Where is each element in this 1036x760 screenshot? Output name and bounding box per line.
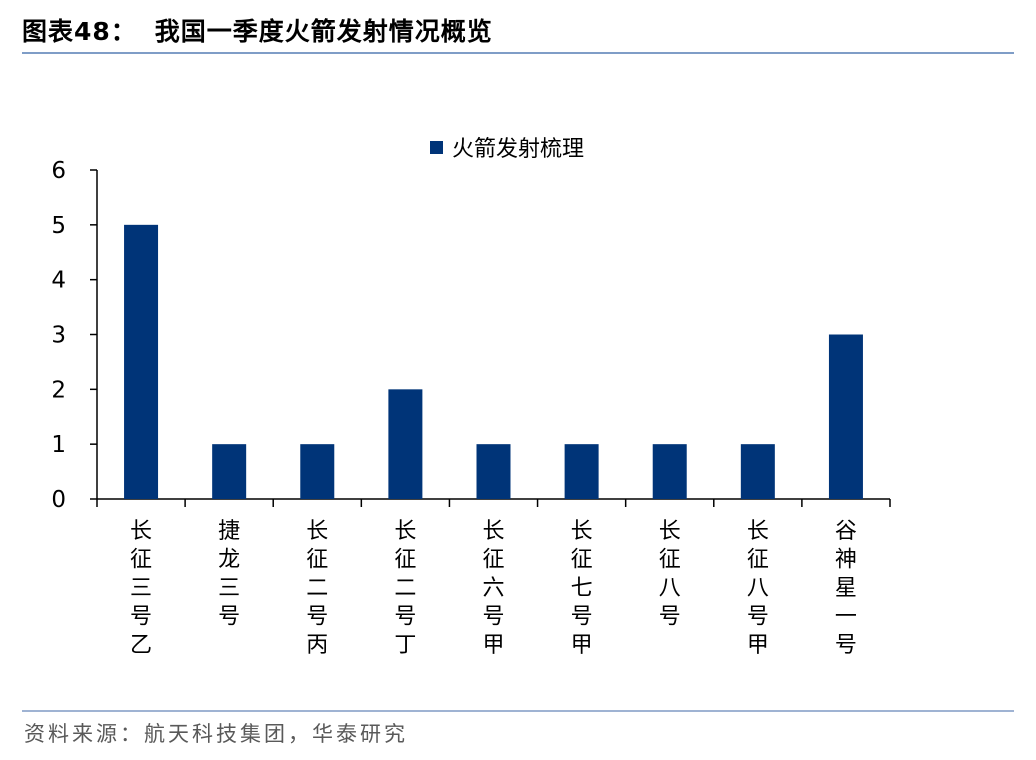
footer-rule — [22, 710, 1014, 712]
x-tick-label: 长征二号丙 — [306, 519, 328, 658]
bar — [388, 389, 423, 499]
x-tick-label: 长征六号甲 — [482, 519, 504, 658]
x-tick-label: 长征八号 — [659, 519, 681, 630]
y-tick-label: 6 — [51, 158, 66, 184]
x-tick-label: 长征二号丁 — [394, 519, 416, 658]
y-tick-label: 2 — [51, 377, 66, 403]
bar — [124, 224, 159, 500]
y-tick-label: 4 — [51, 268, 66, 294]
source-note: 资料来源：航天科技集团，华泰研究 — [24, 722, 408, 746]
bar — [652, 444, 687, 499]
x-tick-label: 长征三号乙 — [130, 519, 152, 658]
bar — [212, 444, 247, 499]
bar — [564, 444, 599, 499]
legend-swatch — [430, 141, 443, 154]
x-tick-label: 谷神星一号 — [835, 519, 857, 658]
bar-chart: 0 1 2 3 4 5 6 长征三号乙 捷龙三号 长征二号丙 长征二号丁 长征六号甲 长征七号甲 长征八号… — [51, 137, 891, 658]
figure-title-text: 我国一季度火箭发射情况概览 — [154, 17, 493, 46]
figure-title: 图表48： 我国一季度火箭发射情况概览 — [22, 12, 493, 48]
legend-label: 火箭发射梳理 — [452, 137, 584, 162]
figure-number: 图表48： — [22, 17, 137, 46]
y-tick-label: 5 — [51, 213, 66, 239]
y-tick-label: 1 — [51, 432, 66, 458]
y-tick-label: 0 — [51, 487, 66, 513]
y-tick-label: 3 — [51, 323, 66, 349]
x-tick-label: 长征八号甲 — [747, 519, 769, 658]
bar — [828, 334, 863, 499]
bar — [740, 444, 775, 499]
title-rule — [22, 52, 1014, 54]
x-tick-label: 捷龙三号 — [218, 519, 240, 630]
bar — [300, 444, 335, 499]
x-tick-label: 长征七号甲 — [571, 519, 593, 658]
bar — [476, 444, 511, 499]
